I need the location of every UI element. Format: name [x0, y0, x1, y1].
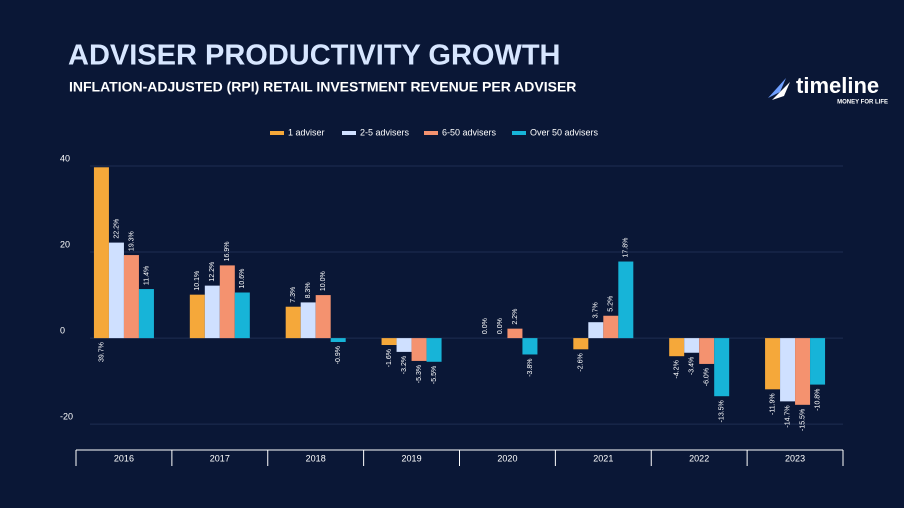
value-label: 2.2%	[512, 309, 519, 325]
value-label: 16.9%	[224, 242, 231, 262]
legend-swatch	[270, 131, 284, 135]
y-tick-label: 20	[60, 239, 70, 249]
bar	[234, 292, 250, 339]
value-label: -3.4%	[689, 357, 696, 375]
legend-swatch	[512, 131, 526, 135]
x-tick-label: 2022	[689, 453, 709, 463]
value-label: 22.2%	[113, 219, 120, 239]
bar	[618, 261, 634, 339]
bar	[588, 322, 604, 339]
x-tick-label: 2016	[114, 453, 134, 463]
x-tick-label: 2023	[785, 453, 805, 463]
value-label: 10.0%	[320, 271, 327, 291]
bar	[204, 285, 220, 339]
value-label: -5.5%	[431, 366, 438, 384]
value-label: -15.5%	[799, 409, 806, 431]
value-label: 39.7%	[98, 342, 105, 362]
bar	[507, 328, 523, 339]
value-label: -6.0%	[704, 368, 711, 386]
bar	[810, 338, 826, 385]
y-tick-label: -20	[60, 412, 73, 422]
legend-swatch	[342, 131, 356, 135]
logo-tagline: MONEY FOR LIFE	[837, 100, 888, 106]
bar	[714, 338, 730, 397]
bar	[381, 338, 397, 346]
value-label: 3.7%	[593, 302, 600, 318]
logo-mark	[768, 78, 786, 98]
bar	[315, 295, 331, 339]
value-label: 11.4%	[143, 266, 150, 285]
bar	[522, 338, 538, 355]
chart-title: ADVISER PRODUCTIVITY GROWTH	[68, 40, 561, 72]
logo-mark	[772, 82, 790, 100]
x-tick-label: 2020	[497, 453, 517, 463]
legend-label: 6-50 advisers	[442, 127, 497, 137]
logo: timeline MONEY FOR LIFE	[768, 73, 888, 106]
bar	[765, 338, 781, 390]
value-label: 7.3%	[290, 287, 297, 303]
legend-label: 1 adviser	[288, 127, 325, 137]
value-label: -4.2%	[674, 360, 681, 378]
bar	[669, 338, 685, 357]
bar	[123, 255, 139, 339]
value-label: -2.6%	[578, 353, 585, 371]
bar	[93, 167, 109, 339]
bar	[219, 265, 235, 339]
bar	[780, 338, 796, 402]
x-tick-label: 2018	[306, 453, 326, 463]
value-label: -14.7%	[784, 405, 791, 427]
value-label: -1.6%	[386, 349, 393, 367]
value-label: 0.0%	[482, 318, 489, 334]
value-label: -11.9%	[769, 393, 776, 415]
bar	[396, 338, 412, 352]
bar	[795, 338, 811, 405]
value-label: 12.2%	[209, 262, 216, 282]
value-label: 0.0%	[497, 318, 504, 334]
value-label: 8.3%	[305, 282, 312, 298]
y-tick-label: 40	[60, 153, 70, 163]
x-tick-label: 2021	[593, 453, 613, 463]
value-label: -10.8%	[814, 389, 821, 411]
value-label: 17.8%	[623, 238, 630, 258]
value-label: 10.6%	[239, 269, 246, 289]
value-label: 10.1%	[194, 271, 201, 291]
value-label: -3.8%	[527, 358, 534, 376]
chart-subtitle: INFLATION-ADJUSTED (RPI) RETAIL INVESTME…	[69, 79, 576, 95]
bar	[330, 338, 346, 342]
bar	[189, 294, 205, 339]
bar	[603, 315, 619, 339]
logo-name: timeline	[796, 73, 879, 98]
y-tick-label: 0	[60, 325, 65, 335]
bar	[684, 338, 700, 353]
bar	[699, 338, 715, 364]
bar	[285, 306, 301, 339]
x-tick-label: 2017	[210, 453, 230, 463]
bar	[411, 338, 427, 361]
value-label: -5.3%	[416, 365, 423, 383]
legend-label: 2-5 advisers	[360, 127, 410, 137]
value-label: 5.2%	[608, 296, 615, 312]
value-label: 19.3%	[128, 231, 135, 251]
x-tick-label: 2019	[402, 453, 422, 463]
legend-label: Over 50 advisers	[530, 127, 599, 137]
bar	[426, 338, 442, 362]
value-label: -13.5%	[719, 400, 726, 422]
bar	[108, 242, 124, 339]
bar	[138, 289, 154, 339]
value-label: -0.9%	[335, 346, 342, 364]
value-label: -3.2%	[401, 356, 408, 374]
bar	[573, 338, 589, 350]
legend-swatch	[424, 131, 438, 135]
bar	[300, 302, 316, 339]
